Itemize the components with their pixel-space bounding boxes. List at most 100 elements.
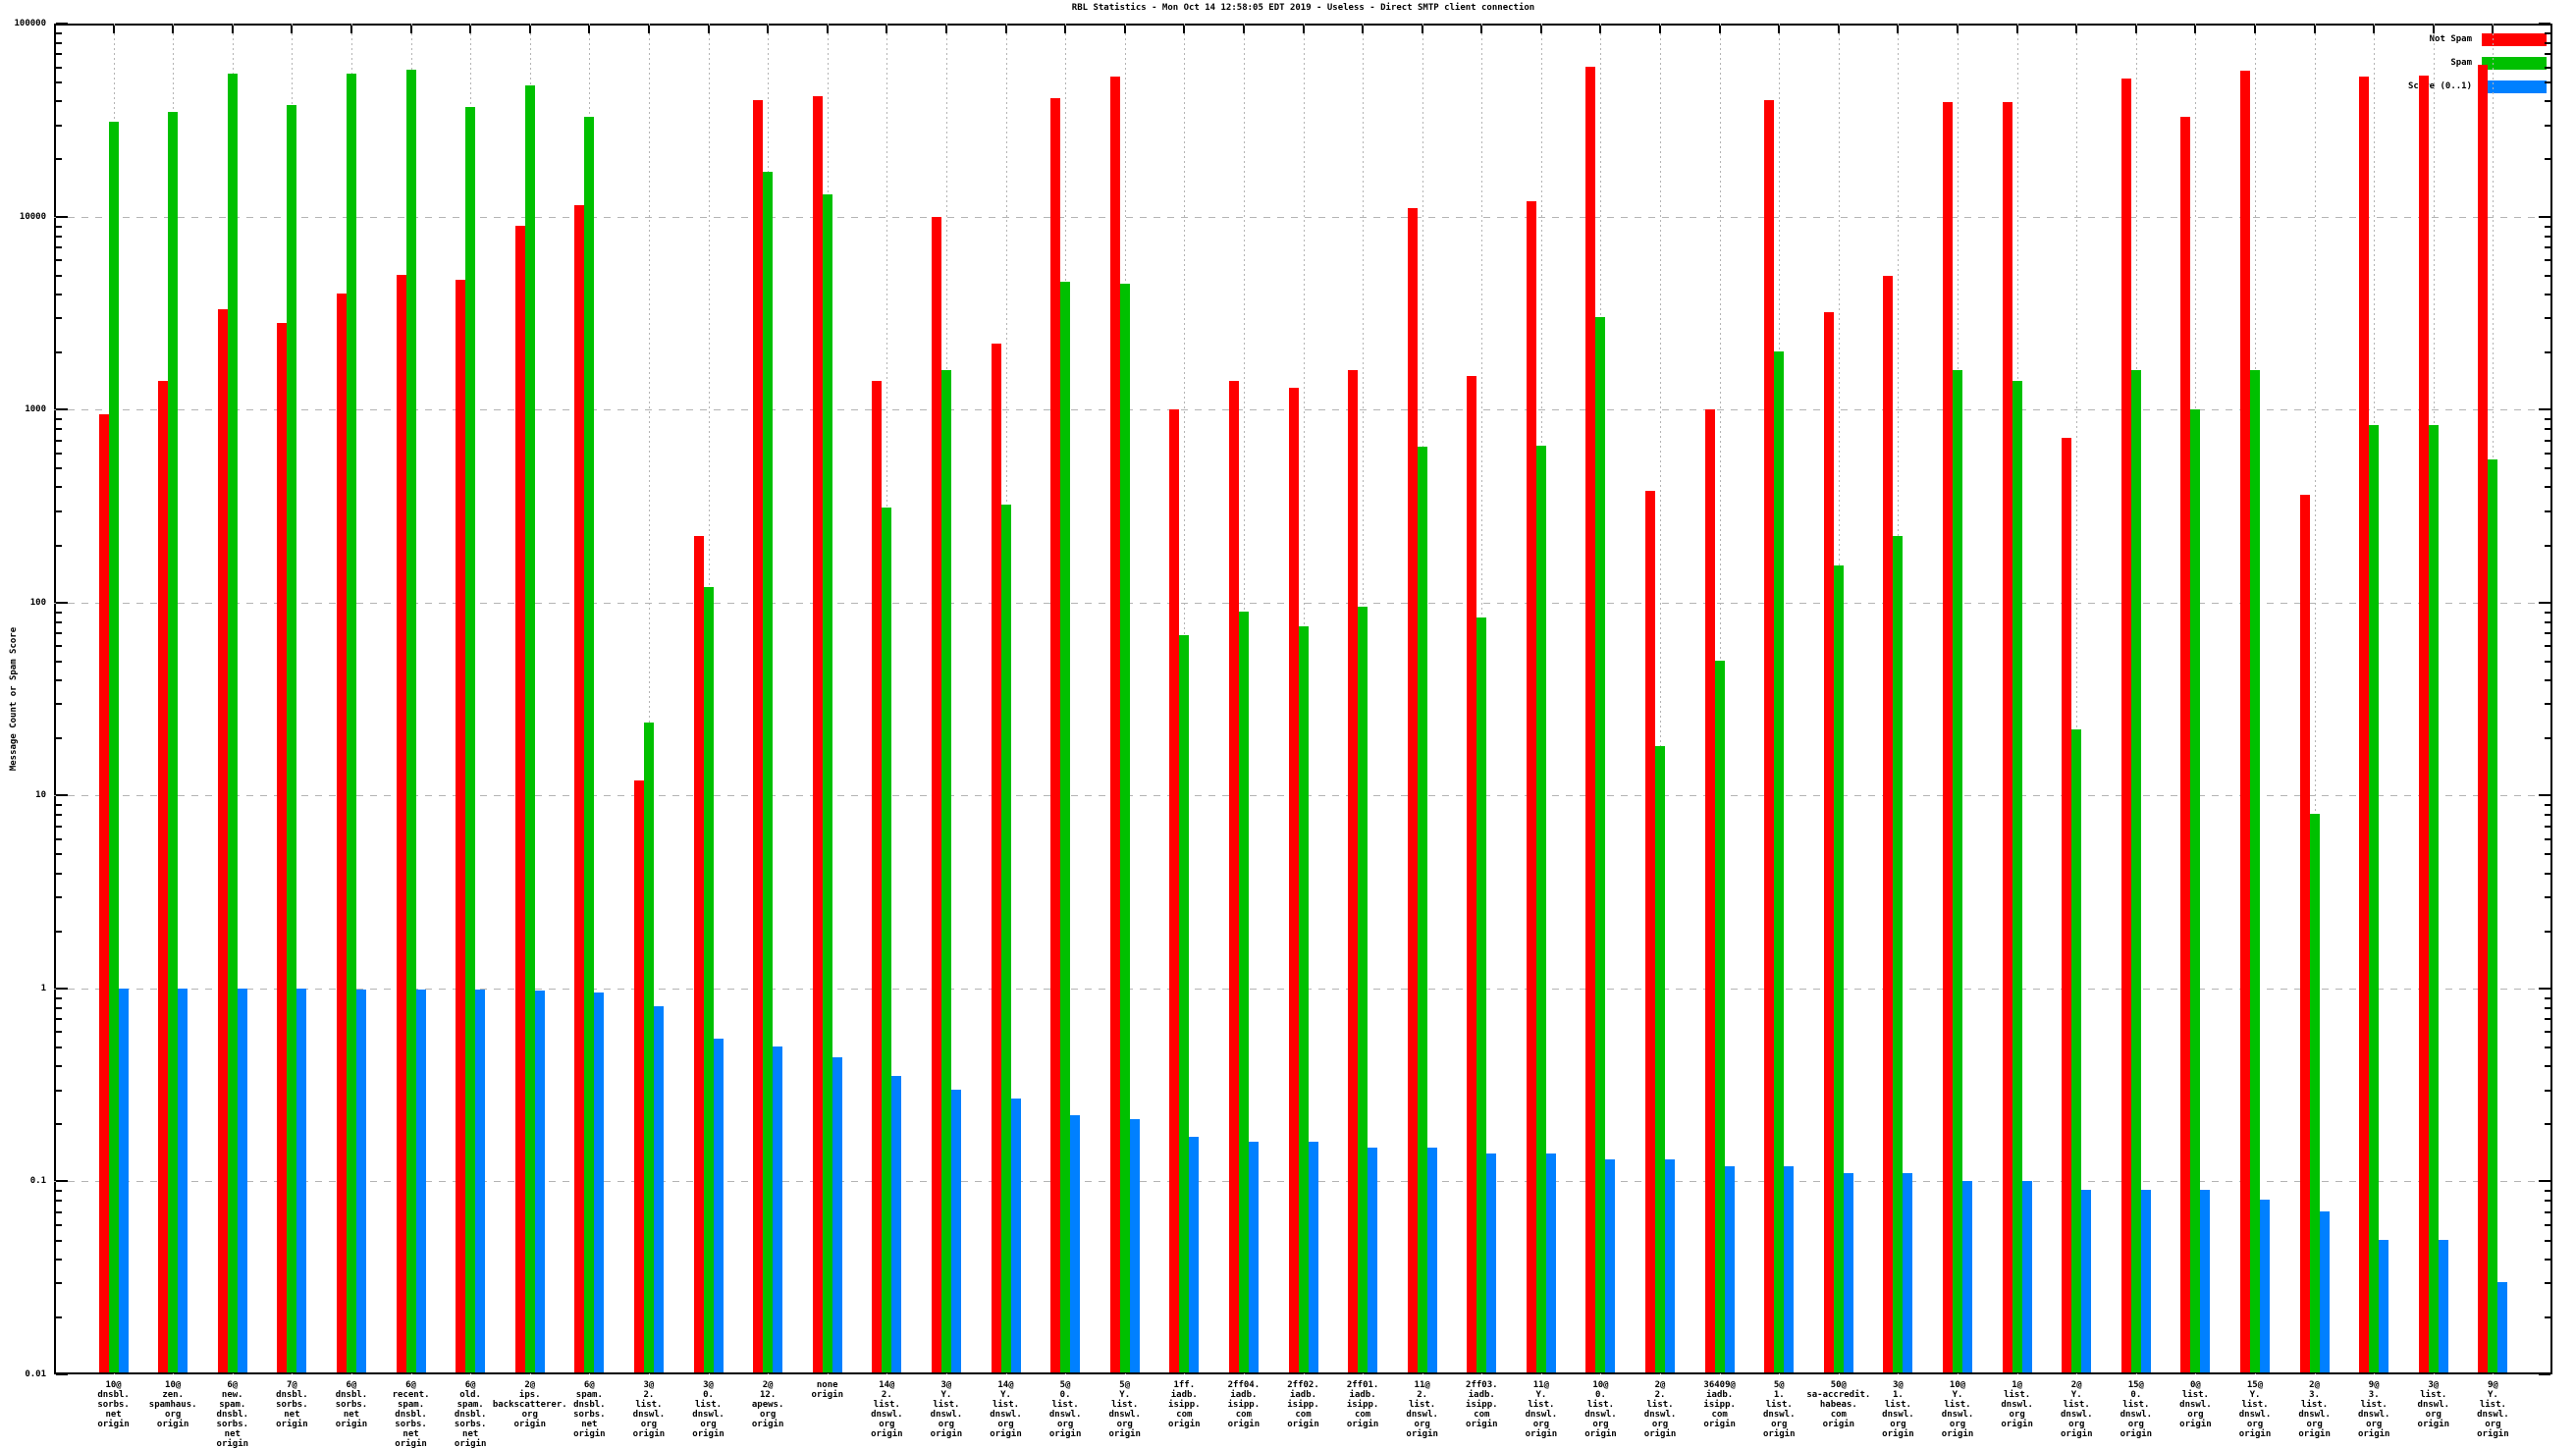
x-category-label-line: org xyxy=(1890,1420,1906,1429)
y-minor-tick xyxy=(2545,486,2550,489)
x-category-label-line: origin xyxy=(1643,1429,1677,1439)
x-category-label-line: spamhaus. xyxy=(148,1400,197,1410)
x-category-label-line: Y. xyxy=(1952,1390,1963,1400)
x-category-label: 14@ Y. list. dnswl. org origin xyxy=(990,1380,1022,1439)
x-tick xyxy=(1480,26,1483,33)
x-category-label-line: origin xyxy=(395,1439,427,1449)
bar-score-0-1 xyxy=(2438,1239,2448,1372)
y-major-tick xyxy=(56,215,68,218)
x-category-label-line: org xyxy=(879,1420,895,1429)
y-minor-tick xyxy=(2545,804,2550,807)
y-major-tick xyxy=(56,1373,68,1375)
bar-score-0-1 xyxy=(2140,1190,2151,1372)
x-tick xyxy=(767,26,770,33)
x-category-label-line: 12. xyxy=(760,1390,777,1400)
y-minor-tick xyxy=(56,1200,62,1203)
bar-not-spam xyxy=(1585,66,1596,1372)
bar-score-0-1 xyxy=(2379,1239,2389,1372)
y-minor-tick xyxy=(56,872,62,875)
x-tick xyxy=(1123,26,1126,33)
y-minor-tick xyxy=(56,1239,62,1242)
bar-not-spam xyxy=(753,100,764,1372)
x-category-label-line: 6@ xyxy=(227,1380,239,1390)
bar-score-0-1 xyxy=(2081,1190,2092,1372)
x-category-label-line: org xyxy=(1949,1420,1966,1429)
x-category-label-line: list. xyxy=(2181,1390,2209,1400)
y-minor-tick xyxy=(2545,1046,2550,1049)
bar-spam xyxy=(405,69,416,1372)
x-category-label-line: 10@ xyxy=(105,1380,122,1390)
x-category-label-line: 11@ xyxy=(1414,1380,1430,1390)
y-minor-tick xyxy=(2545,418,2550,421)
x-category-label: 2ff02. iadb. isipp. com origin xyxy=(1287,1380,1319,1429)
x-tick xyxy=(2373,26,2376,33)
y-minor-tick xyxy=(2545,703,2550,706)
x-category-label-line: 11@ xyxy=(1532,1380,1550,1390)
y-minor-tick xyxy=(56,246,62,249)
x-category-label-line: 3@ xyxy=(1893,1380,1904,1390)
y-minor-tick xyxy=(2545,1018,2550,1021)
x-category-label: 2@ 2. list. dnswl. org origin xyxy=(1644,1380,1677,1439)
x-category-label-line: org xyxy=(760,1410,777,1420)
x-category-label: 15@ Y. list. dnswl. org origin xyxy=(2239,1380,2272,1439)
y-minor-tick xyxy=(56,1089,62,1092)
bar-not-spam xyxy=(158,381,169,1372)
y-major-tick xyxy=(2539,1373,2550,1375)
x-category-label-line: 9@ xyxy=(2487,1380,2498,1390)
x-category-label-line: 2@ xyxy=(2309,1380,2321,1390)
x-category-label-line: org xyxy=(2306,1420,2323,1429)
x-category-label-line: list. xyxy=(2360,1400,2388,1410)
bar-score-0-1 xyxy=(2319,1210,2330,1372)
x-category-label-line: origin xyxy=(454,1439,487,1449)
bar-not-spam xyxy=(1883,276,1894,1372)
x-category-label-line: list. xyxy=(2301,1400,2329,1410)
y-minor-tick xyxy=(56,930,62,933)
x-category-label-line: org xyxy=(2068,1420,2085,1429)
x-category-label-line: sorbs. xyxy=(573,1410,606,1420)
y-major-tick xyxy=(2539,23,2550,25)
x-category-label-line: 0. xyxy=(1059,1390,1071,1400)
x-category-label-line: isipp. xyxy=(1703,1400,1736,1410)
y-minor-tick xyxy=(2545,814,2550,817)
x-category-label: 3@ list. dnswl. org origin xyxy=(2418,1380,2450,1429)
x-category-label-line: 2@ xyxy=(524,1380,536,1390)
y-minor-tick xyxy=(56,1315,62,1318)
bar-score-0-1 xyxy=(1248,1142,1259,1372)
x-tick xyxy=(469,26,472,33)
x-category-label-line: habeas. xyxy=(1819,1400,1857,1410)
x-tick xyxy=(1421,26,1423,33)
x-category-label: 11@ Y. list. dnswl. org origin xyxy=(1526,1380,1558,1439)
x-tick xyxy=(349,26,352,33)
x-category-label-line: origin xyxy=(1822,1420,1855,1429)
x-category-label-line: com xyxy=(1711,1410,1728,1420)
bar-spam xyxy=(227,74,238,1372)
legend-swatch-score-icon xyxy=(2482,80,2547,93)
bar-score-0-1 xyxy=(1426,1147,1437,1372)
x-category-label-line: Y. xyxy=(1535,1390,1547,1400)
bar-spam xyxy=(1000,505,1011,1372)
x-category-label-line: list. xyxy=(2241,1400,2269,1410)
bar-spam xyxy=(1476,617,1487,1372)
bar-score-0-1 xyxy=(415,989,426,1372)
x-category-label-line: dnsbl. xyxy=(454,1410,487,1420)
x-category-label-line: dnswl. xyxy=(1048,1410,1082,1420)
x-category-label-line: origin xyxy=(1466,1420,1498,1429)
bar-not-spam xyxy=(1169,409,1180,1372)
x-category-label-line: new. xyxy=(221,1390,243,1400)
x-category-label-line: org xyxy=(2246,1420,2264,1429)
y-minor-tick xyxy=(2545,317,2550,320)
x-category-label-line: org xyxy=(938,1420,955,1429)
bar-not-spam xyxy=(1288,387,1299,1372)
x-tick xyxy=(1302,26,1305,33)
x-category-label-line: 3. xyxy=(2368,1390,2380,1400)
y-minor-tick xyxy=(56,293,62,295)
y-tick-label: 10 xyxy=(35,790,46,801)
x-category-label-line: org xyxy=(640,1420,658,1429)
y-minor-tick xyxy=(2545,853,2550,856)
bar-not-spam xyxy=(277,323,288,1372)
x-category-label-line: dnswl. xyxy=(1941,1410,1974,1420)
legend-row-score: Score (0..1) xyxy=(2408,75,2547,98)
x-category-label: 10@ zen. spamhaus. org origin xyxy=(149,1380,197,1429)
bar-spam xyxy=(346,74,356,1372)
